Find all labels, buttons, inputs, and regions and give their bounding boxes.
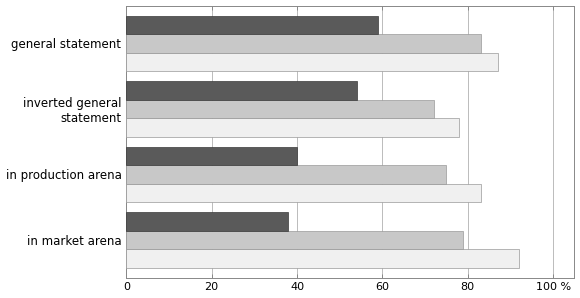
Bar [126, 100, 434, 118]
Bar [126, 15, 378, 34]
Bar [126, 147, 297, 165]
Bar [126, 212, 288, 231]
Bar [126, 34, 481, 52]
Bar [126, 231, 463, 249]
Bar [126, 52, 498, 71]
Bar [126, 165, 447, 184]
Bar [126, 249, 519, 268]
Bar [126, 81, 357, 100]
Bar [126, 184, 481, 202]
Bar [126, 118, 459, 136]
